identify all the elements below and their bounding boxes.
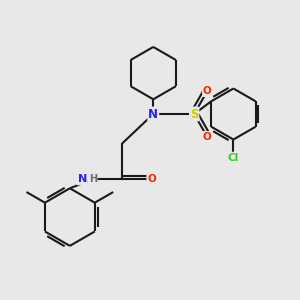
- Text: N: N: [148, 107, 158, 121]
- Text: N: N: [78, 174, 87, 184]
- Text: H: H: [89, 174, 97, 184]
- Text: O: O: [203, 86, 212, 96]
- Text: S: S: [190, 107, 198, 121]
- Text: O: O: [147, 174, 156, 184]
- Text: O: O: [203, 132, 212, 142]
- Text: Cl: Cl: [228, 152, 239, 163]
